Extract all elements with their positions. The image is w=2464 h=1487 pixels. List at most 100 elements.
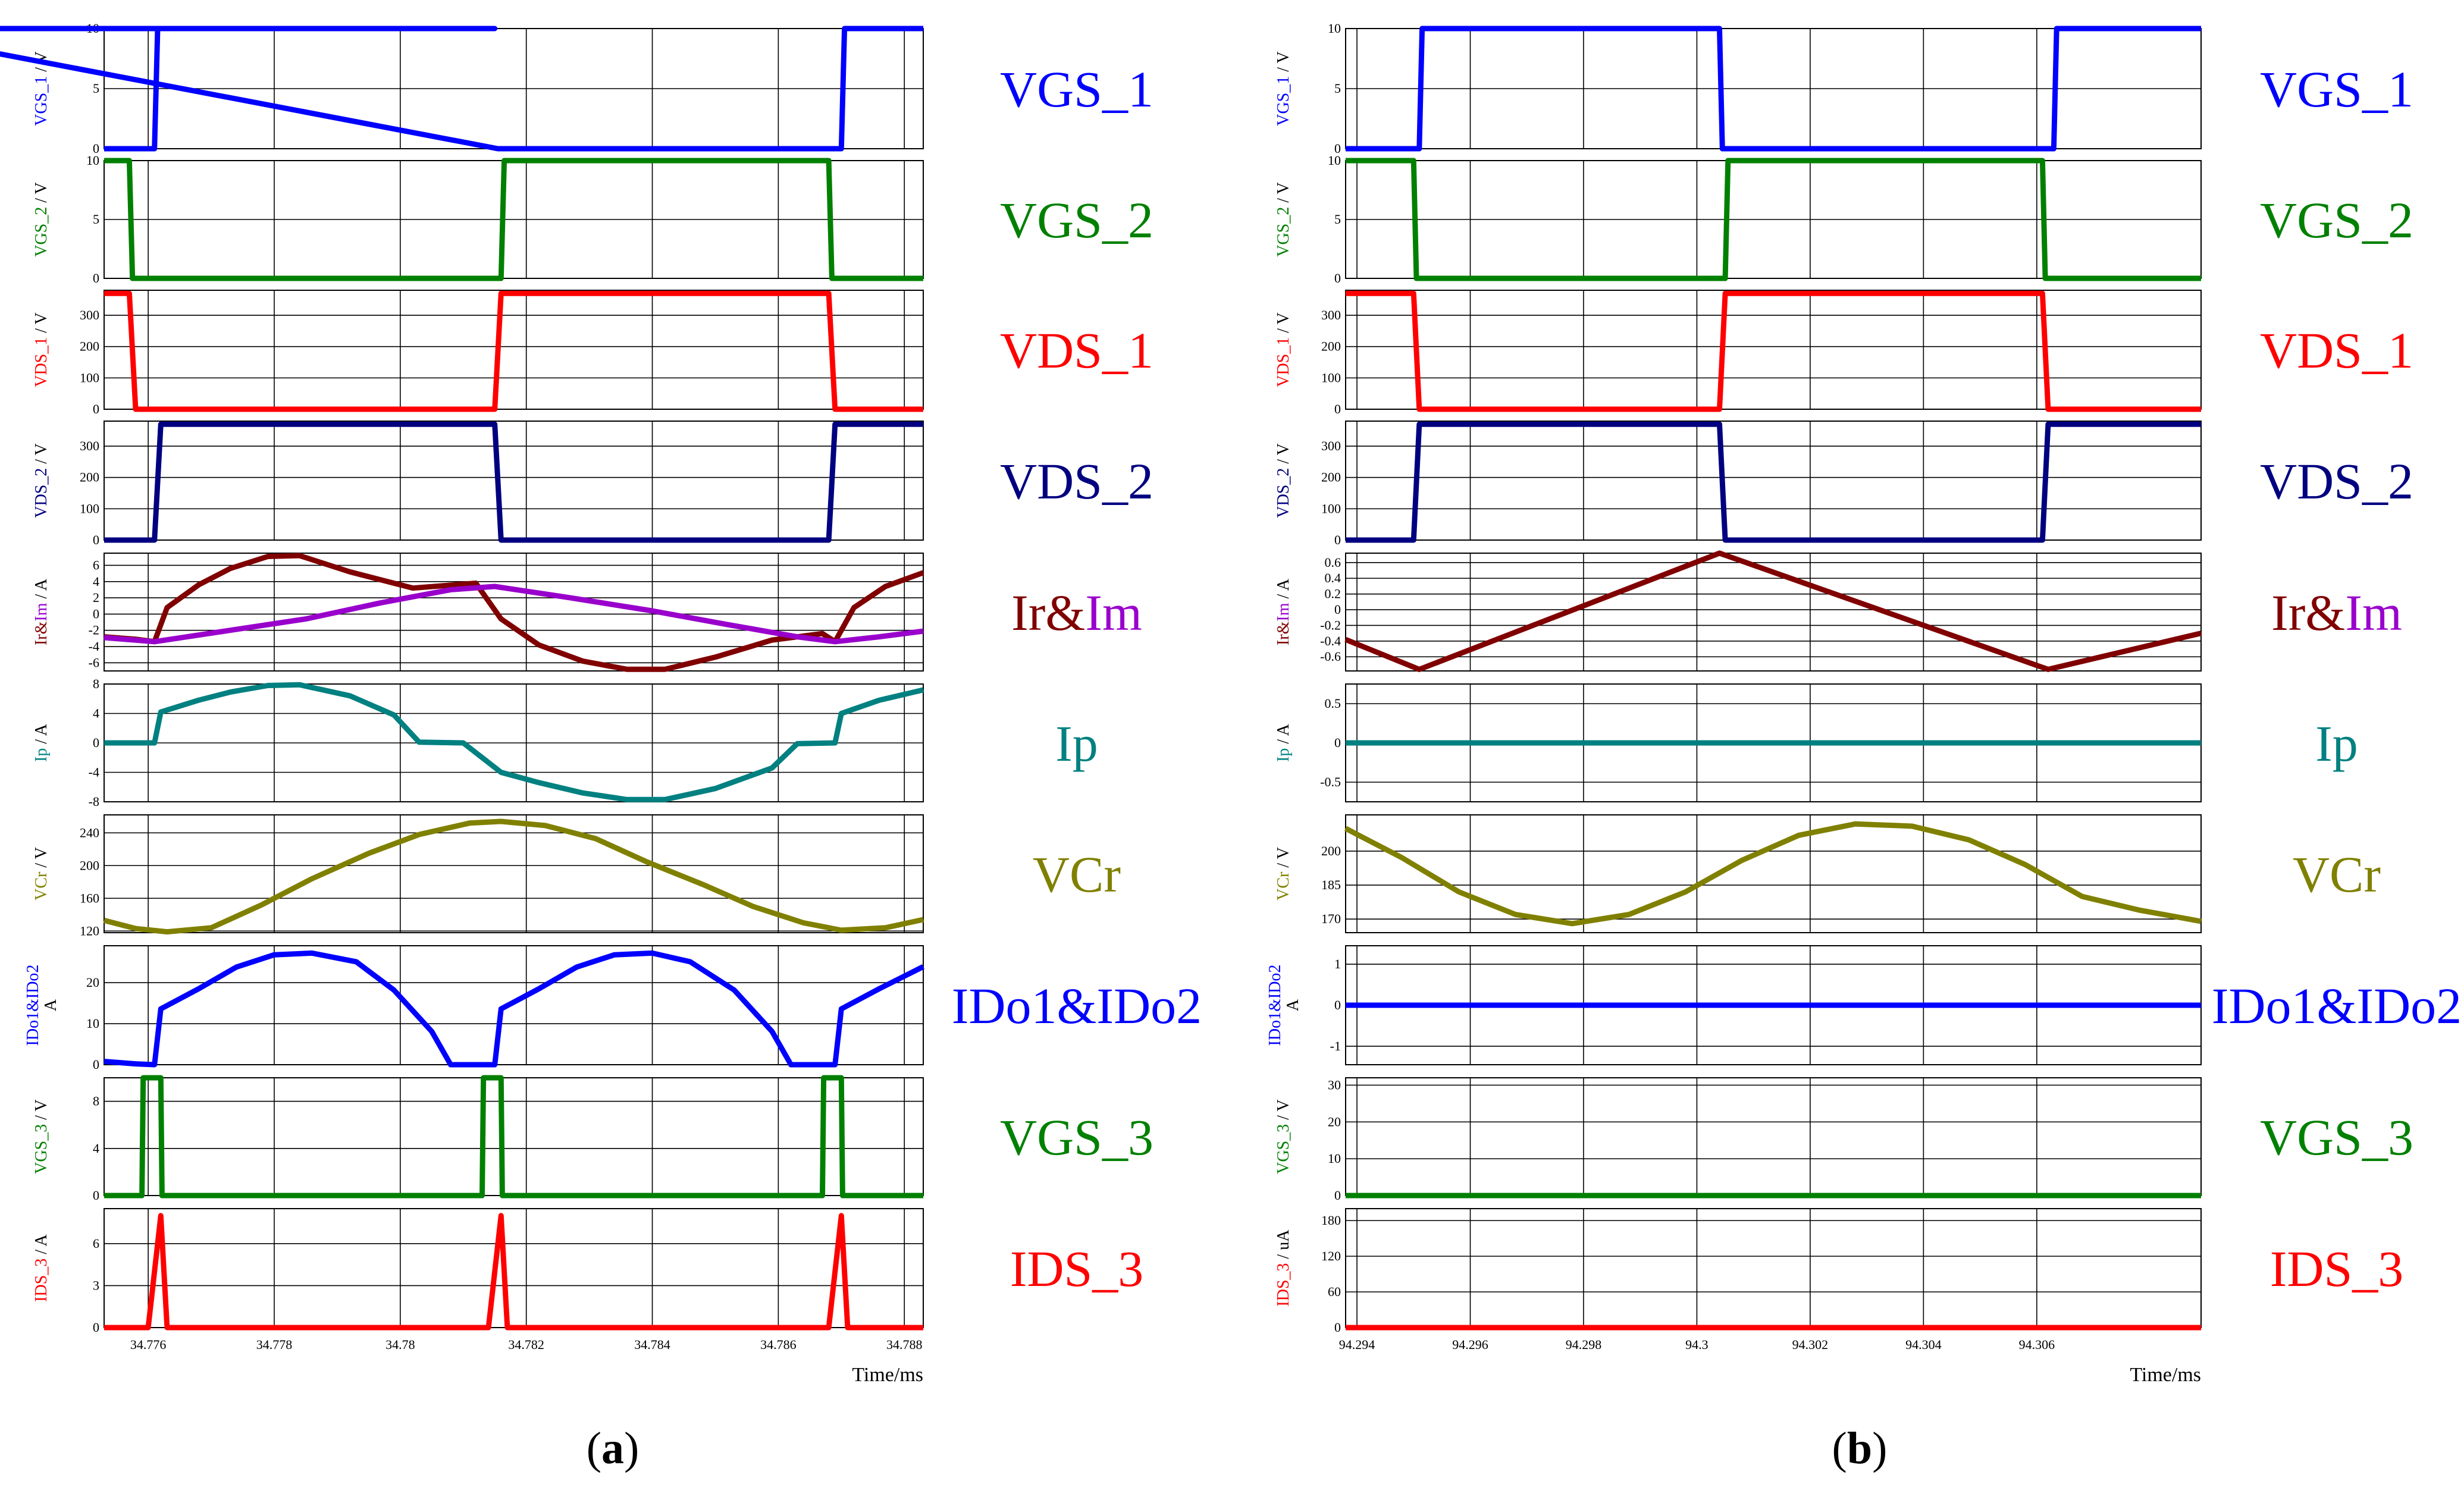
y-tick-label: 200 — [80, 470, 99, 485]
legend-vgs1: VGS_1 — [2260, 61, 2413, 118]
series-ir — [104, 553, 924, 672]
chart-a: 0 5 10 VGS_1 / V VGS_1 0 5 10 VGS_2 / V VGS_2 0 100… — [0, 21, 1202, 1473]
y-tick-label: 0 — [93, 1188, 99, 1203]
chart-a-panel-ids3: 0 3 6 IDS_3 / A IDS_3 — [32, 1208, 1144, 1335]
panel-frame — [104, 290, 924, 410]
panel-frame — [104, 421, 924, 541]
legend-ids3: IDS_3 — [2270, 1240, 2404, 1297]
figure-caption: (a) — [587, 1423, 639, 1473]
y-tick-label: 10 — [1328, 153, 1341, 168]
y-tick-label: 0.2 — [1325, 586, 1341, 601]
y-axis-label: VGS_3 / V — [1274, 1099, 1293, 1174]
series-ir — [1344, 550, 2202, 672]
legend-vcr: VCr — [1033, 846, 1121, 903]
y-axis-label: VGS_2 / V — [1274, 182, 1293, 257]
y-axis-unit: A — [42, 999, 60, 1011]
series-vgs-2 — [1346, 158, 2201, 281]
y-tick-label: 3 — [93, 1278, 99, 1293]
y-axis-label: IDS_3 / uA — [1274, 1229, 1293, 1307]
x-tick-label: 94.296 — [1452, 1337, 1488, 1352]
y-tick-label: 0 — [1334, 735, 1341, 750]
y-axis-label: VDS_1 / V — [1274, 312, 1293, 387]
x-tick-label: 94.306 — [2019, 1337, 2055, 1352]
panel-frame — [1345, 1077, 2202, 1196]
chart-a-panel-vgs2: 0 5 10 VGS_2 / V VGS_2 — [32, 153, 1153, 286]
series-vds-2 — [1346, 421, 2201, 543]
legend-ip: Ip — [1055, 715, 1098, 772]
legend-irim: Ir&Im — [1011, 584, 1142, 641]
panel-frame — [104, 553, 924, 672]
chart-b-panel-vgs2: 0 5 10 VGS_2 / V VGS_2 — [1274, 153, 2413, 286]
panel-frame — [1345, 290, 2202, 410]
chart-b-panel-vgs1: 0 5 10 VGS_1 / V VGS_1 — [1274, 21, 2413, 156]
legend-ido: IDo1&IDo2 — [2212, 977, 2462, 1034]
y-tick-label: 10 — [86, 153, 99, 168]
series-vds-1 — [1346, 290, 2201, 412]
chart-b-panel-vcr: 170 185 200 VCr / V VCr — [1274, 814, 2381, 933]
y-axis-label: VGS_1 / V — [1274, 51, 1293, 126]
series-vcr — [1344, 821, 2202, 927]
y-tick-label: -0.6 — [1320, 649, 1341, 664]
series-im — [104, 583, 924, 645]
x-tick-label: 94.302 — [1792, 1337, 1829, 1352]
y-tick-label: 8 — [93, 1094, 99, 1109]
y-tick-label: 60 — [1328, 1284, 1341, 1299]
y-tick-label: 0 — [93, 1320, 99, 1335]
y-tick-label: 0 — [93, 271, 99, 286]
y-tick-label: 0.5 — [1325, 696, 1341, 711]
chart-a-panel-vds2: 0 100 200 300 VDS_2 / V VDS_2 — [32, 421, 1153, 547]
chart-a-panel-vds1: 0 100 200 300 VDS_1 / V VDS_1 — [32, 290, 1153, 416]
chart-b-panel-vds1: 0 100 200 300 VDS_1 / V VDS_1 — [1274, 290, 2413, 416]
y-tick-label: 0 — [93, 401, 99, 416]
panel-frame — [1345, 814, 2202, 933]
y-tick-label: 170 — [1321, 911, 1341, 926]
y-axis-label: VGS_2 / V — [32, 182, 51, 257]
y-tick-label: -0.2 — [1320, 617, 1341, 632]
y-tick-label: 160 — [80, 890, 99, 905]
series-vds-1 — [104, 290, 923, 412]
y-tick-label: -6 — [89, 655, 99, 670]
x-tick-label: 34.778 — [256, 1337, 293, 1352]
y-axis-unit: A — [1284, 999, 1302, 1011]
legend-vgs3: VGS_3 — [2260, 1109, 2413, 1166]
x-tick-label: 94.294 — [1339, 1337, 1375, 1352]
legend-vds2: VDS_2 — [1000, 453, 1153, 510]
y-tick-label: -2 — [89, 623, 99, 638]
y-tick-label: 5 — [93, 212, 99, 227]
y-tick-label: 0 — [93, 1057, 99, 1072]
y-tick-label: 10 — [1328, 1151, 1341, 1166]
chart-a-panel-irim: -6-4-2 024 6 Ir&Im / A Ir&Im — [32, 553, 1142, 672]
y-tick-label: 0 — [1334, 1320, 1341, 1335]
series-vgs-2 — [104, 158, 923, 281]
panel-frame — [1345, 1208, 2202, 1328]
y-tick-label: -0.4 — [1320, 633, 1341, 648]
x-axis-title: Time/ms — [2130, 1364, 2201, 1386]
y-tick-label: 185 — [1321, 877, 1341, 892]
legend-vds2: VDS_2 — [2260, 453, 2413, 510]
x-tick-label: 34.776 — [130, 1337, 167, 1352]
legend-ido: IDo1&IDo2 — [952, 977, 1202, 1034]
y-tick-label: 1 — [1334, 956, 1341, 971]
legend-ids3: IDS_3 — [1010, 1240, 1144, 1297]
y-tick-label: 300 — [80, 308, 99, 322]
y-axis-label: VGS_1 / V — [32, 51, 51, 126]
chart-a-panel-ip: -8 -4 0 4 8 Ip / A Ip — [32, 676, 1098, 809]
y-tick-label: 8 — [93, 676, 99, 691]
legend-vgs3: VGS_3 — [1000, 1109, 1153, 1166]
y-axis-label: VDS_1 / V — [32, 312, 51, 387]
chart-b-panel-vgs3: 0 10 20 30 VGS_3 / V VGS_3 — [1274, 1077, 2413, 1203]
panel-frame — [104, 1077, 924, 1196]
legend-vgs2: VGS_2 — [2260, 192, 2413, 249]
figure-caption: (b) — [1832, 1423, 1888, 1473]
y-tick-label: 30 — [1328, 1077, 1341, 1092]
y-tick-label: 0 — [93, 735, 99, 750]
y-tick-label: 5 — [93, 81, 99, 96]
y-tick-label: -1 — [1330, 1039, 1341, 1053]
y-axis-label: VDS_2 / V — [1274, 443, 1293, 518]
y-tick-label: 0.6 — [1325, 555, 1341, 570]
y-tick-label: 20 — [86, 975, 99, 990]
y-tick-label: 100 — [80, 501, 99, 516]
chart-b-panel-vds2: 0 100 200 300 VDS_2 / V VDS_2 — [1274, 421, 2413, 547]
